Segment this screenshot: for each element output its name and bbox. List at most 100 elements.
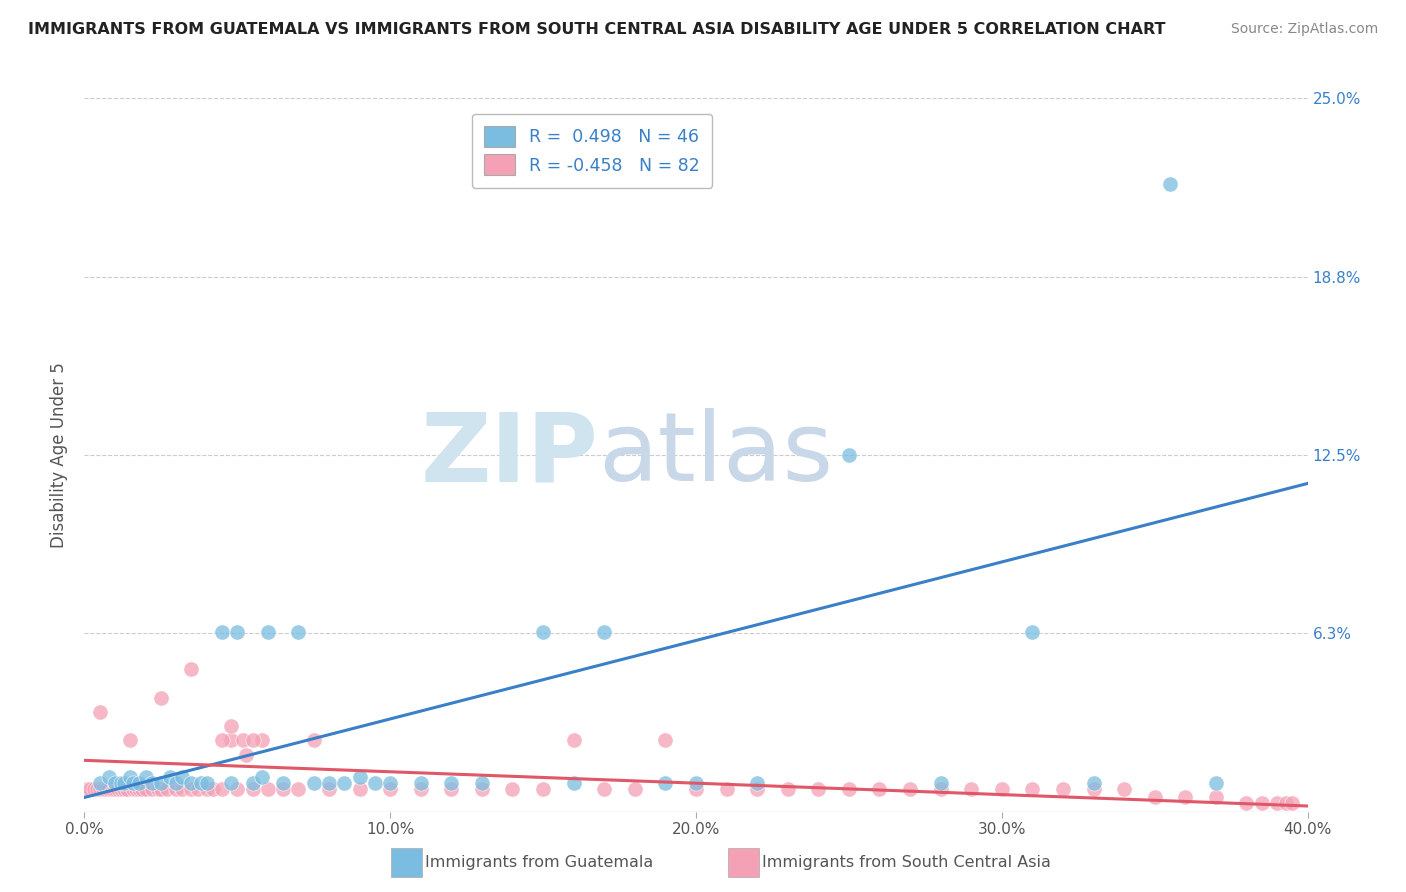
Point xyxy=(122,776,145,790)
Point xyxy=(250,771,273,785)
Point xyxy=(562,776,585,790)
Point xyxy=(128,776,150,790)
Point xyxy=(89,776,111,790)
Point xyxy=(112,776,135,790)
Point xyxy=(94,781,117,796)
Point xyxy=(226,781,249,796)
Text: atlas: atlas xyxy=(598,409,834,501)
Point xyxy=(135,771,157,785)
Point xyxy=(122,781,145,796)
Point xyxy=(172,781,194,796)
Text: Immigrants from South Central Asia: Immigrants from South Central Asia xyxy=(762,855,1050,870)
Point xyxy=(83,781,105,796)
Point xyxy=(1265,796,1288,810)
Point xyxy=(271,781,294,796)
Point xyxy=(156,781,179,796)
Point xyxy=(219,733,242,747)
Point xyxy=(685,776,707,790)
Point xyxy=(287,781,309,796)
Point xyxy=(440,781,463,796)
Point xyxy=(186,781,208,796)
Point xyxy=(257,624,280,639)
Point xyxy=(211,781,233,796)
Point xyxy=(409,781,432,796)
Point xyxy=(235,747,257,762)
Point xyxy=(115,781,138,796)
Point xyxy=(76,781,98,796)
Point xyxy=(1174,790,1197,805)
Point xyxy=(287,624,309,639)
Point xyxy=(349,781,371,796)
Text: IMMIGRANTS FROM GUATEMALA VS IMMIGRANTS FROM SOUTH CENTRAL ASIA DISABILITY AGE U: IMMIGRANTS FROM GUATEMALA VS IMMIGRANTS … xyxy=(28,22,1166,37)
Point xyxy=(593,781,616,796)
Text: ZIP: ZIP xyxy=(420,409,598,501)
Point xyxy=(149,690,172,705)
Point xyxy=(112,781,135,796)
Point xyxy=(333,776,356,790)
Point xyxy=(104,776,127,790)
Point xyxy=(349,771,371,785)
Point xyxy=(107,781,129,796)
Point xyxy=(195,781,218,796)
Point xyxy=(226,624,249,639)
Point xyxy=(807,781,830,796)
Point xyxy=(141,776,163,790)
Point xyxy=(242,781,264,796)
Point xyxy=(960,781,983,796)
Point xyxy=(471,776,494,790)
Point xyxy=(172,771,194,785)
Point xyxy=(91,781,114,796)
Point xyxy=(898,781,921,796)
Point xyxy=(838,781,860,796)
Point xyxy=(1236,796,1258,810)
Legend: R =  0.498   N = 46, R = -0.458   N = 82: R = 0.498 N = 46, R = -0.458 N = 82 xyxy=(472,114,711,187)
Point xyxy=(149,776,172,790)
Point xyxy=(1021,624,1043,639)
Point xyxy=(1083,781,1105,796)
Point xyxy=(380,776,402,790)
Point xyxy=(120,771,142,785)
Point xyxy=(318,781,340,796)
Point xyxy=(131,781,153,796)
Point xyxy=(654,733,676,747)
Point xyxy=(250,733,273,747)
Point xyxy=(232,733,254,747)
Point xyxy=(89,705,111,719)
Point xyxy=(1250,796,1272,810)
Point xyxy=(531,781,554,796)
Point xyxy=(1159,177,1181,191)
Point xyxy=(747,776,769,790)
Point xyxy=(1021,781,1043,796)
Point xyxy=(195,776,218,790)
Point xyxy=(165,781,187,796)
Point xyxy=(593,624,616,639)
Text: Immigrants from Guatemala: Immigrants from Guatemala xyxy=(425,855,652,870)
Point xyxy=(110,781,132,796)
Point xyxy=(257,781,280,796)
Point xyxy=(991,781,1014,796)
Point xyxy=(242,776,264,790)
Point xyxy=(149,781,172,796)
Point xyxy=(89,781,111,796)
Point xyxy=(318,776,340,790)
Point xyxy=(929,776,952,790)
Point xyxy=(685,781,707,796)
Y-axis label: Disability Age Under 5: Disability Age Under 5 xyxy=(51,362,69,548)
Point xyxy=(101,781,124,796)
Point xyxy=(159,771,181,785)
Point xyxy=(929,781,952,796)
Point xyxy=(125,781,148,796)
Point xyxy=(302,776,325,790)
Point xyxy=(1083,776,1105,790)
Point xyxy=(97,771,120,785)
Point xyxy=(120,733,142,747)
Point xyxy=(471,781,494,796)
Point xyxy=(531,624,554,639)
Point xyxy=(180,781,202,796)
Point xyxy=(1281,796,1303,810)
Point xyxy=(271,776,294,790)
Point xyxy=(364,776,387,790)
Point xyxy=(219,776,242,790)
Point xyxy=(440,776,463,790)
Point xyxy=(165,776,187,790)
